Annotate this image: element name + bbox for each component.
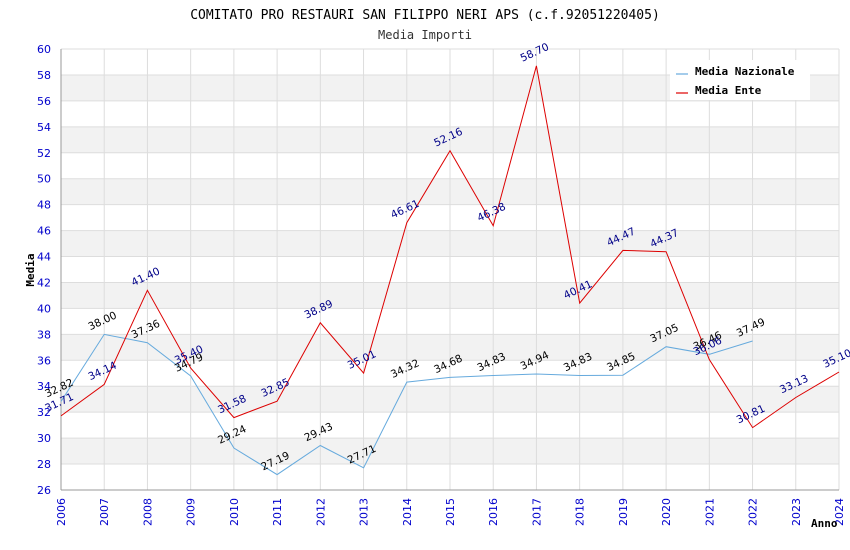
y-tick-label: 60 xyxy=(37,43,51,56)
y-axis-label: Media xyxy=(24,253,37,286)
y-tick-label: 58 xyxy=(37,69,51,82)
y-tick-labels: 26 28 30 32 34 36 38 40 42 44 46 48 50 52 54 56 58 60 xyxy=(37,43,51,497)
legend-background xyxy=(670,60,810,100)
legend-label-ente: Media Ente xyxy=(695,84,762,97)
x-tick-label: 2019 xyxy=(617,498,630,526)
chart-subtitle: Media Importi xyxy=(378,28,472,42)
x-tick-label: 2020 xyxy=(660,498,673,526)
y-tick-label: 44 xyxy=(37,251,51,264)
x-axis-label: Anno xyxy=(811,517,838,530)
y-tick-label: 46 xyxy=(37,225,51,238)
y-tick-label: 36 xyxy=(37,354,51,367)
x-tick-label: 2018 xyxy=(574,498,587,526)
x-tick-label: 2024 xyxy=(833,498,846,526)
y-tick-label: 26 xyxy=(37,484,51,497)
x-tick-label: 2008 xyxy=(141,498,154,526)
x-tick-label: 2021 xyxy=(703,498,716,526)
x-tick-label: 2017 xyxy=(530,498,543,526)
x-tick-label: 2023 xyxy=(790,498,803,526)
y-tick-label: 52 xyxy=(37,147,51,160)
legend: Media Nazionale Media Ente xyxy=(670,60,810,100)
plot-gridlines xyxy=(60,48,840,491)
x-tick-label: 2022 xyxy=(747,498,760,526)
x-tick-label: 2010 xyxy=(228,498,241,526)
series-line-1 xyxy=(60,65,840,429)
x-tick-labels: 2006 2007 2008 2009 2010 2011 2012 2013 2014 2015… xyxy=(55,498,846,526)
x-tick-label: 2009 xyxy=(185,498,198,526)
x-tick-label: 2006 xyxy=(55,498,68,526)
x-tick-label: 2011 xyxy=(271,498,284,526)
x-tick-label: 2014 xyxy=(401,498,414,526)
y-tick-label: 50 xyxy=(37,173,51,186)
y-tick-label: 34 xyxy=(37,380,51,393)
y-tick-label: 42 xyxy=(37,276,51,289)
x-tick-label: 2007 xyxy=(98,498,111,526)
y-tick-label: 30 xyxy=(37,432,51,445)
series-line-0 xyxy=(60,333,753,476)
x-tick-label: 2015 xyxy=(444,498,457,526)
x-tick-label: 2013 xyxy=(358,498,371,526)
legend-label-nazionale: Media Nazionale xyxy=(695,65,795,78)
y-tick-label: 32 xyxy=(37,406,51,419)
y-tick-label: 38 xyxy=(37,328,51,341)
y-tick-label: 56 xyxy=(37,95,51,108)
y-tick-label: 54 xyxy=(37,121,51,134)
series-lines xyxy=(60,65,840,476)
chart-title: COMITATO PRO RESTAURI SAN FILIPPO NERI A… xyxy=(190,8,660,23)
x-tick-label: 2016 xyxy=(487,498,500,526)
y-tick-label: 48 xyxy=(37,199,51,212)
y-tick-label: 28 xyxy=(37,458,51,471)
x-tick-label: 2012 xyxy=(314,498,327,526)
y-tick-label: 40 xyxy=(37,302,51,315)
